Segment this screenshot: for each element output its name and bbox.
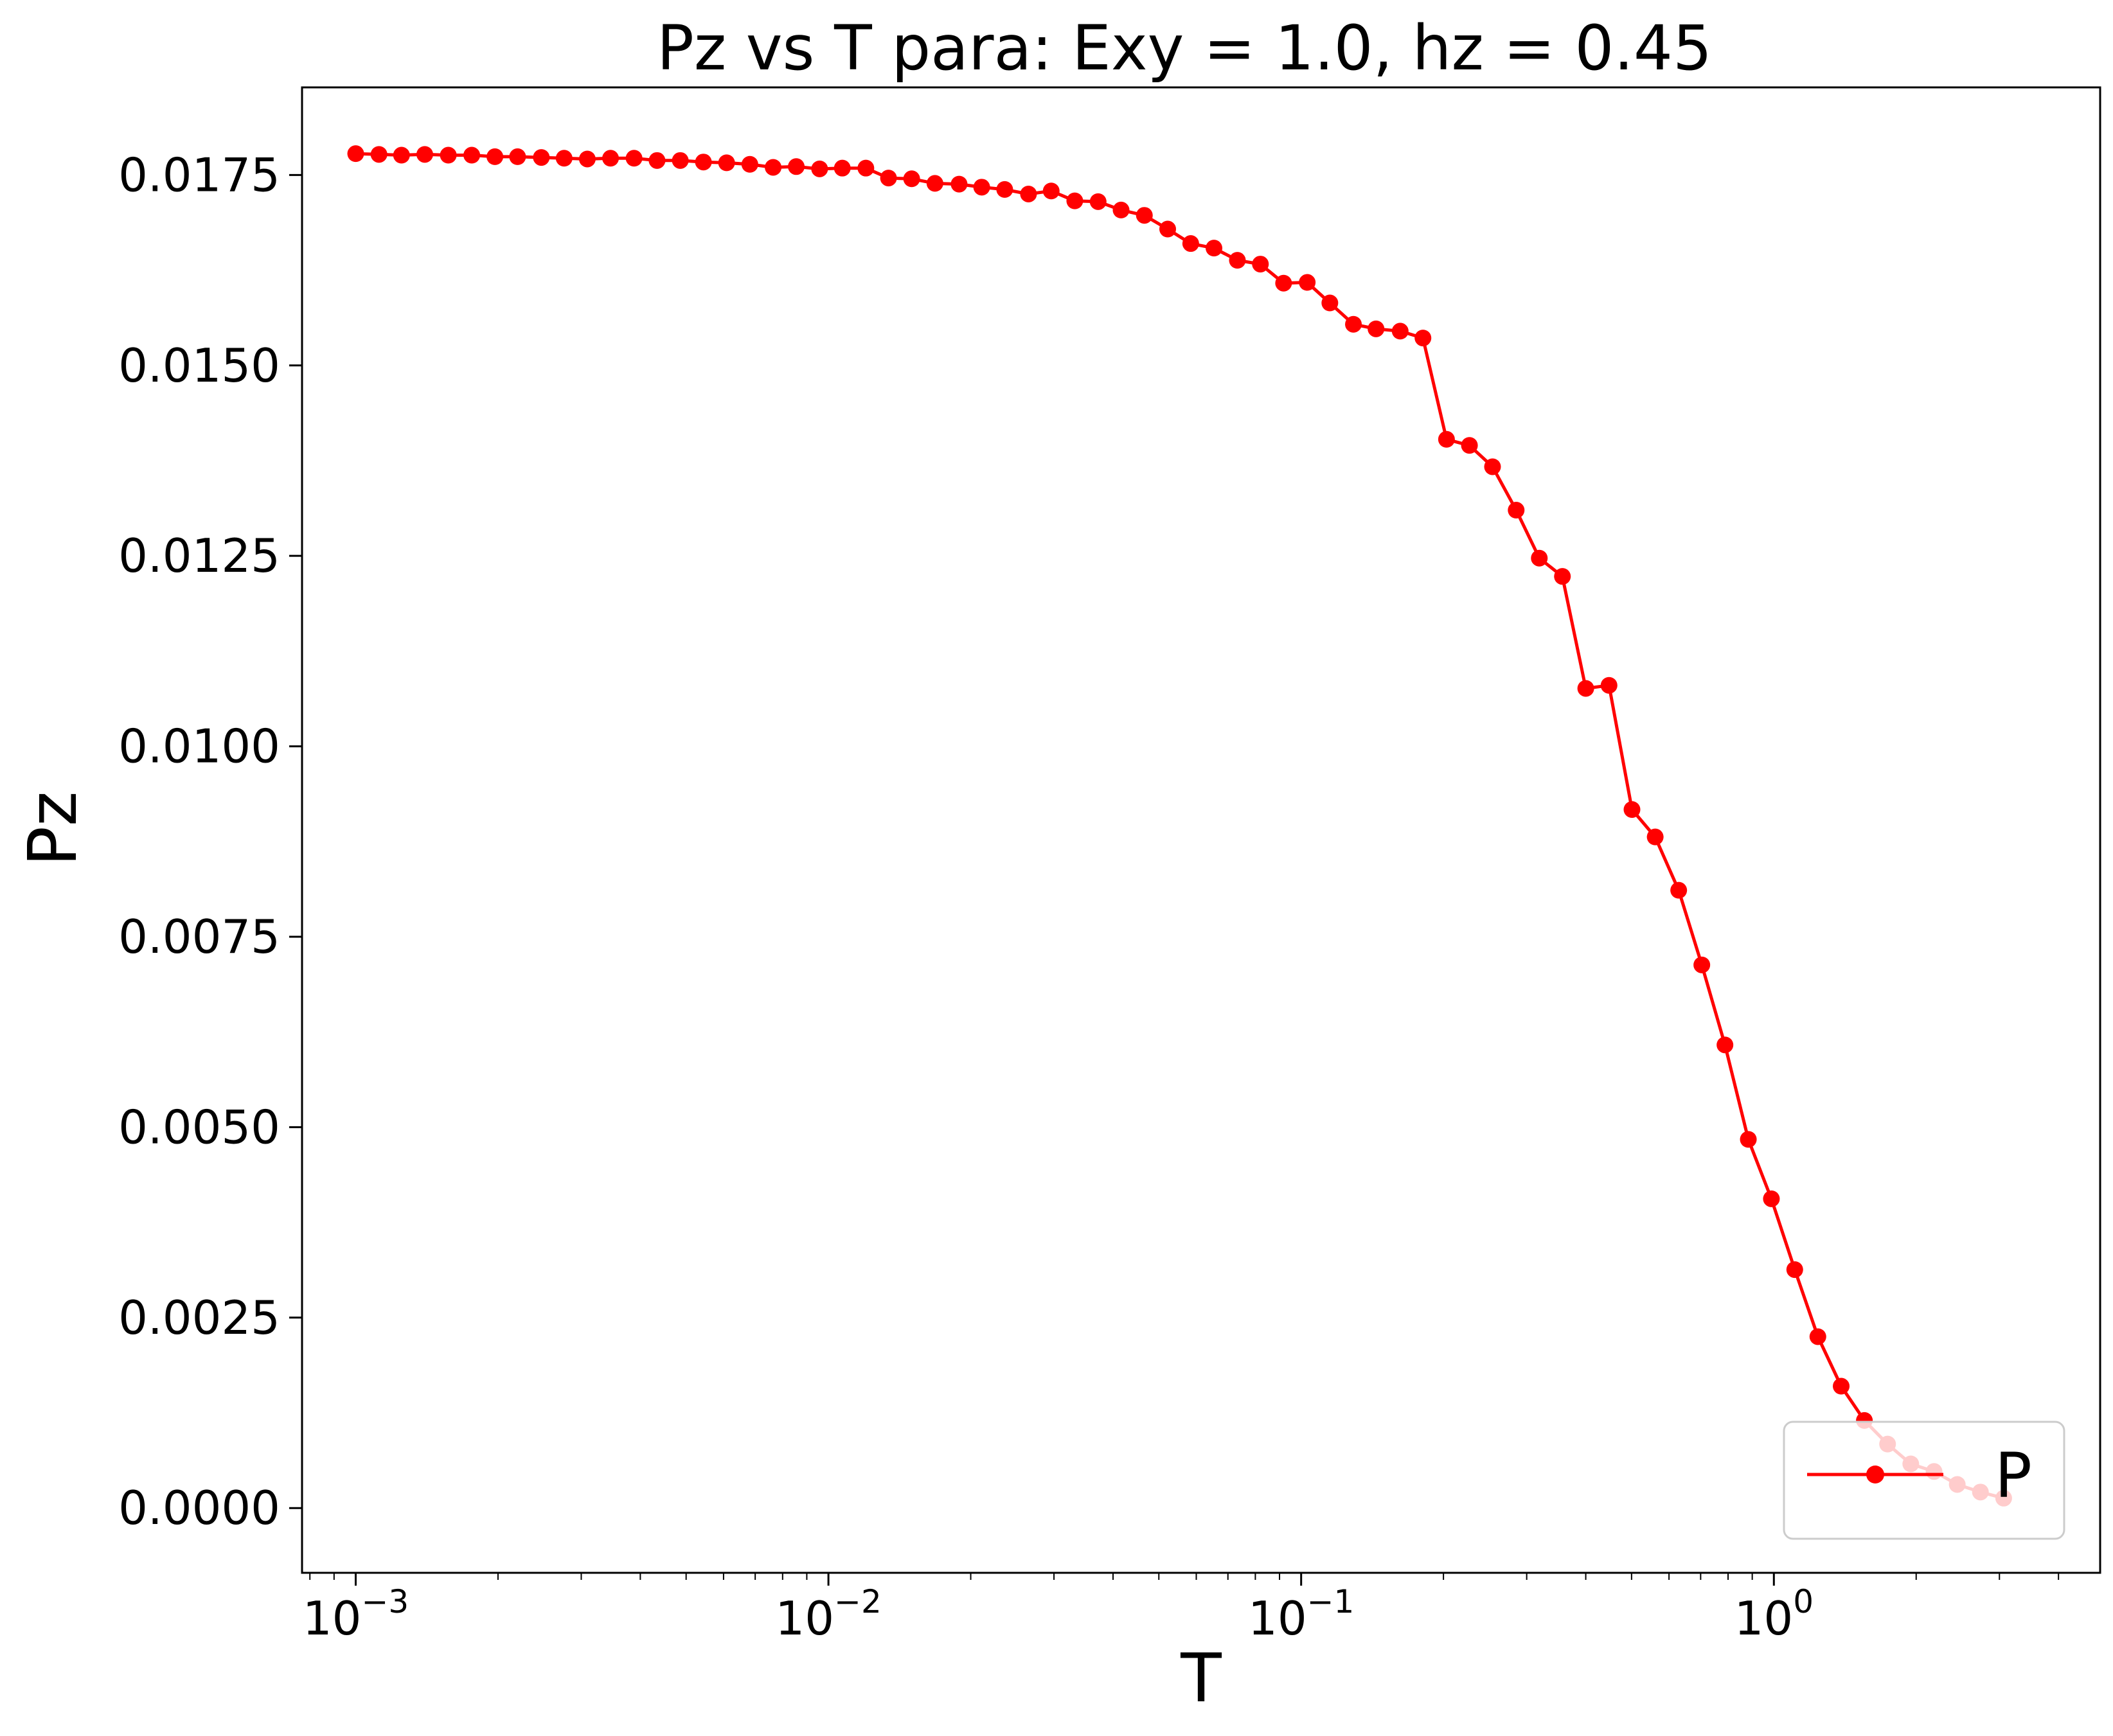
data-point [1554,568,1571,585]
x-axis-label: T [1180,1639,1222,1717]
data-point [1368,320,1385,337]
data-point [1693,956,1711,973]
data-point [625,150,643,167]
data-point [1508,502,1525,519]
data-point [1066,192,1083,209]
data-point [1833,1377,1850,1395]
data-point [788,158,805,175]
data-point [1809,1328,1826,1345]
data-point [1391,323,1409,340]
legend: P [1783,1421,2065,1540]
data-point [1112,201,1130,218]
data-point [1623,801,1641,818]
data-point [996,181,1013,198]
data-point [1670,881,1688,899]
data-point [509,148,526,165]
legend-marker-swatch [1866,1466,1884,1484]
data-point [1414,330,1432,347]
data-point [811,160,828,177]
plot-frame [301,86,2101,1574]
data-point [463,146,481,164]
data-point [486,148,504,165]
data-point [1321,294,1339,312]
data-point [1740,1131,1757,1148]
data-point [1531,549,1548,567]
series-layer [347,145,2012,1507]
data-point [1275,274,1292,292]
data-point [765,159,782,176]
data-point [602,150,620,167]
data-point [1600,677,1618,694]
data-point [347,145,364,163]
data-point [672,152,689,169]
data-point [1159,220,1177,238]
data-point [1136,207,1153,224]
data-point [1345,315,1362,333]
data-point [834,159,851,177]
x-tick-label: 100 [1734,1583,1814,1645]
data-point [1299,274,1316,291]
data-point [393,146,410,164]
data-point [1206,240,1223,257]
y-tick-label: 0.0175 [118,148,280,202]
y-axis-label: Pz [13,791,92,866]
chart-title: Pz vs T para: Exy = 1.0, hz = 0.45 [657,12,1712,84]
data-point [648,152,666,169]
data-point [880,170,897,187]
data-point [718,154,735,172]
x-tick-label: 10−3 [303,1583,409,1645]
data-point [950,175,968,193]
y-tick-label: 0.0000 [118,1481,280,1535]
data-point [533,149,550,166]
data-point [973,179,990,196]
data-point [578,150,596,168]
axis-ticks: 0.0000 0.0025 0.0050 0.0075 0.0100 0.0125 0.01… [118,148,2060,1645]
data-point [1042,182,1060,200]
data-point [416,146,433,163]
y-tick-label: 0.0075 [118,910,280,964]
data-point [1763,1190,1780,1207]
data-point [857,159,875,177]
data-point [1577,680,1594,697]
x-tick-label: 10−1 [1248,1583,1354,1645]
data-point [1020,185,1037,202]
y-tick-label: 0.0125 [118,529,280,583]
data-point [1229,252,1246,269]
data-point [370,146,388,163]
y-tick-label: 0.0025 [118,1291,280,1345]
data-point [1484,458,1501,475]
y-tick-label: 0.0100 [118,720,280,774]
data-point [1716,1036,1734,1054]
x-tick-label: 10−2 [775,1583,881,1645]
data-point [926,175,943,192]
data-point [1438,430,1455,448]
legend-box [1783,1421,2065,1540]
data-point [1461,437,1478,454]
data-point [555,150,573,167]
data-point [1646,828,1664,846]
y-tick-label: 0.0150 [118,339,280,393]
data-point [440,146,457,164]
data-point [741,155,758,173]
data-point [1786,1261,1803,1279]
data-point [1182,235,1199,252]
data-point [695,154,712,171]
legend-label-p: P [1995,1440,2032,1512]
y-tick-label: 0.0050 [118,1100,280,1154]
data-point [1089,193,1107,210]
data-point [903,170,920,188]
data-point [1252,256,1269,273]
